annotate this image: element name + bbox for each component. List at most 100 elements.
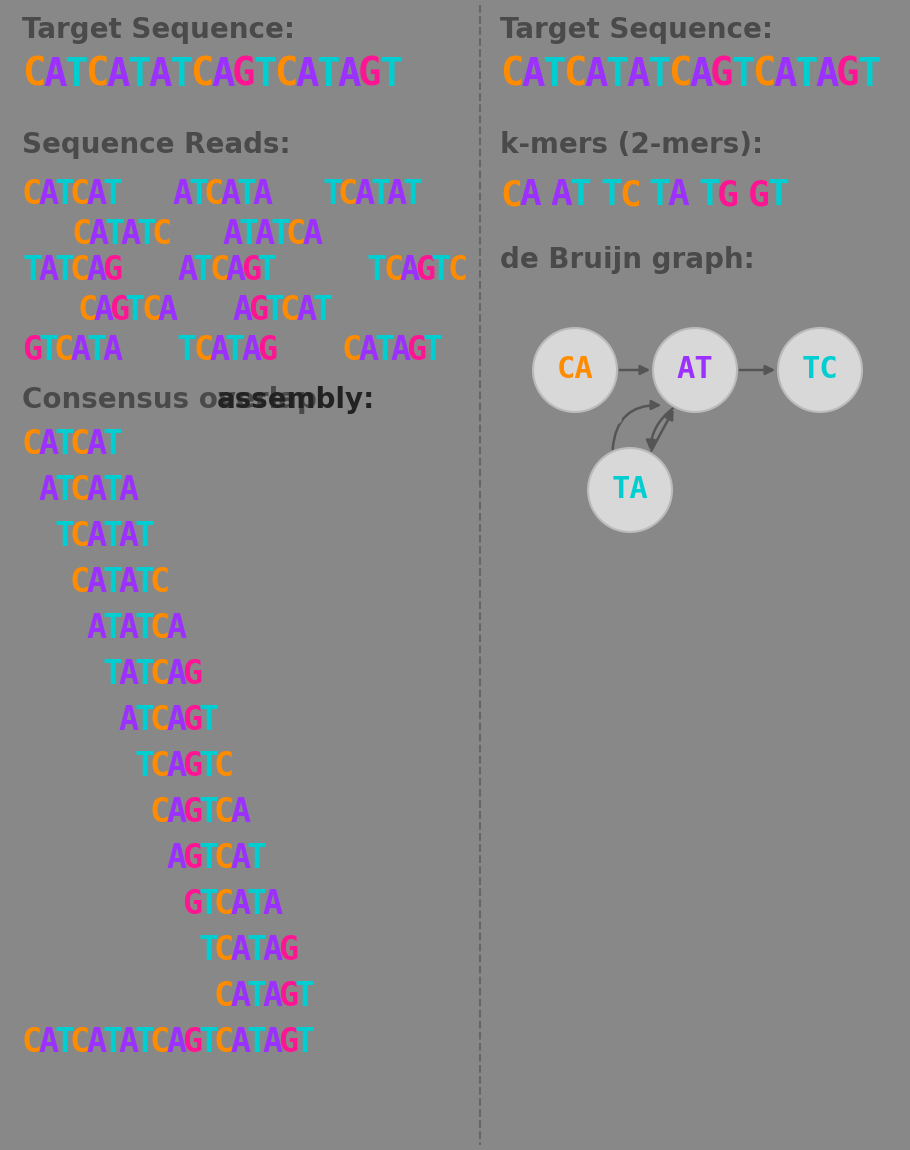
Text: G: G [182,1027,202,1059]
Text: A: A [667,178,689,212]
Text: T: T [236,178,256,212]
Text: T: T [102,1027,122,1059]
Text: G: G [182,797,202,829]
Text: 3: 3 [676,421,689,439]
Text: A: A [86,253,106,286]
Text: A: A [118,705,138,737]
Text: T: T [134,613,154,645]
Text: A: A [38,1027,58,1059]
Text: C: C [619,178,641,212]
Text: A: A [93,293,113,327]
Text: A: A [230,981,250,1013]
FancyArrowPatch shape [740,366,773,374]
Text: T: T [198,935,218,967]
Text: A: A [337,56,360,94]
Text: T: T [312,293,332,327]
Text: A: A [386,178,406,212]
Text: T: T [64,56,87,94]
Text: T: T [648,178,670,212]
Text: A: A [120,218,140,252]
Text: G: G [358,56,381,94]
Text: A: A [177,253,197,286]
Text: 1: 1 [629,345,642,365]
Text: G: G [182,659,202,691]
Text: C: C [204,178,224,212]
Text: A: A [38,475,58,507]
Text: T: T [86,334,106,367]
Text: A: A [86,475,106,507]
Text: A: A [262,935,282,967]
Text: A: A [166,843,187,875]
Text: A: A [209,334,229,367]
Text: A: A [296,293,316,327]
Text: A: A [166,1027,187,1059]
Text: A: A [262,1027,282,1059]
Text: T: T [134,705,154,737]
Text: T: T [54,178,74,212]
Text: A: A [86,613,106,645]
Text: A: A [550,178,571,212]
Circle shape [653,328,737,412]
Text: A: A [302,218,322,252]
Text: T: T [22,253,42,286]
Text: C: C [150,659,170,691]
Text: T: T [542,56,565,94]
Text: T: T [198,751,218,783]
Text: C: C [54,334,74,367]
Text: C: C [22,178,42,212]
Text: T: T [431,253,451,286]
Text: G: G [182,751,202,783]
Text: C: C [152,218,172,252]
Text: A: A [521,56,544,94]
Text: TA: TA [612,475,648,505]
Text: G: G [257,334,278,367]
Text: C: C [668,56,692,94]
Text: A: A [86,178,106,212]
Text: Target Sequence:: Target Sequence: [22,16,295,44]
Text: A: A [390,334,410,367]
Text: G: G [278,935,298,967]
Text: T: T [402,178,422,212]
Text: T: T [600,178,622,212]
Text: T: T [188,178,208,212]
Text: A: A [86,429,106,461]
Text: A: A [70,334,90,367]
Text: G: G [836,56,859,94]
Text: G: G [278,1027,298,1059]
Text: 2: 2 [752,345,763,365]
Text: T: T [134,751,154,783]
Text: T: T [370,178,390,212]
Text: G: G [748,178,770,212]
Text: A: A [86,567,106,599]
Text: C: C [193,334,213,367]
Text: A: A [157,293,177,327]
Text: 4: 4 [668,436,681,454]
Text: T: T [198,889,218,921]
Text: T: T [177,334,197,367]
Text: T: T [767,178,789,212]
Text: C: C [150,613,170,645]
Text: T: T [225,334,245,367]
Text: C: C [141,293,161,327]
Text: A: A [86,1027,106,1059]
Text: T: T [54,253,74,286]
Text: C: C [214,1027,234,1059]
Text: A: A [225,253,245,286]
Text: T: T [134,521,154,553]
Text: G: G [406,334,426,367]
Text: C: C [70,475,90,507]
Text: T: T [102,475,122,507]
Text: A: A [354,178,374,212]
Text: A: A [815,56,838,94]
Text: C: C [150,1027,170,1059]
Text: T: T [54,1027,74,1059]
Text: C: C [150,705,170,737]
Text: G: G [232,56,256,94]
Text: T: T [698,178,720,212]
Text: A: A [295,56,318,94]
Text: T: T [102,567,122,599]
Text: T: T [169,56,192,94]
Text: T: T [379,56,402,94]
Text: T: T [647,56,671,94]
Text: T: T [374,334,394,367]
